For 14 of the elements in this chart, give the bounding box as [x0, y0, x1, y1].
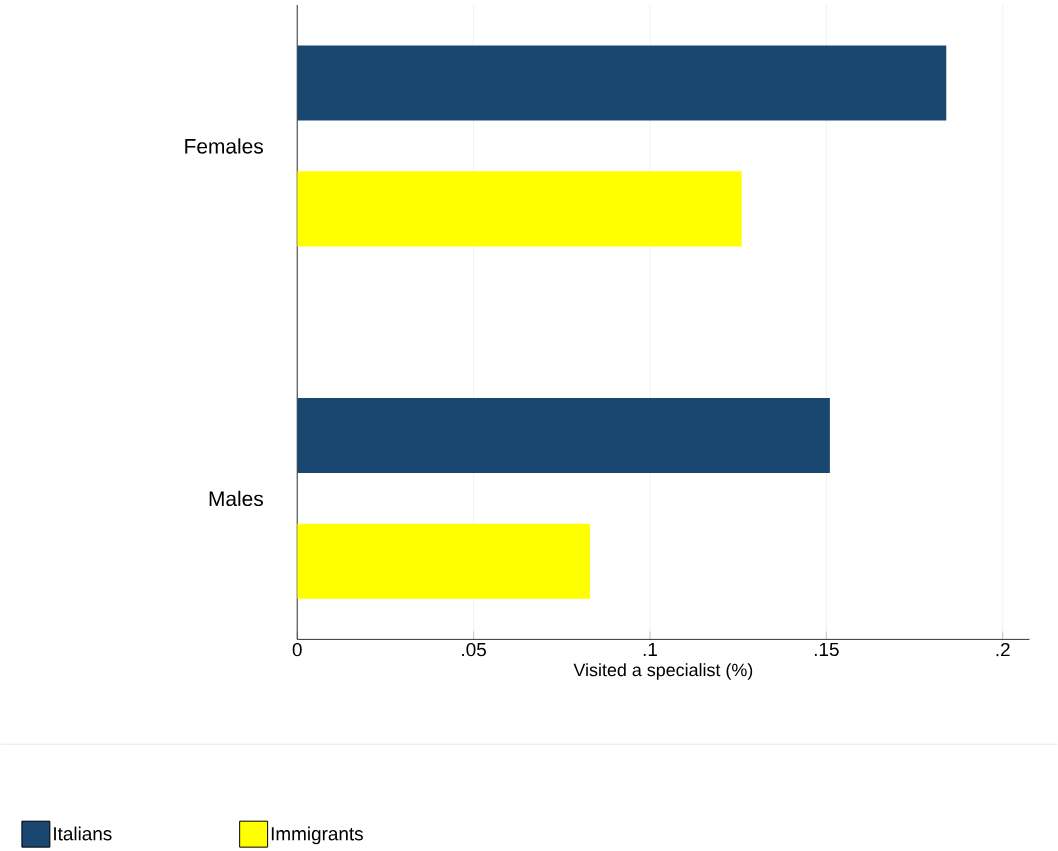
y-tick-label: Males	[209, 490, 263, 506]
bar	[297, 171, 742, 247]
legend-label: Immigrants	[271, 826, 363, 845]
y-tick-label: Females	[185, 138, 263, 154]
x-axis-title: Visited a specialist (%)	[573, 663, 753, 680]
x-tick-label: .1	[643, 642, 657, 656]
x-tick-label: .15	[814, 642, 839, 657]
x-tick-label: .2	[996, 642, 1010, 657]
x-tick-label: .05	[462, 642, 486, 657]
bar	[297, 45, 947, 121]
bar	[297, 397, 830, 473]
legend-label: Italians	[54, 826, 112, 841]
x-tick-label: 0	[292, 642, 302, 657]
bar	[297, 523, 590, 599]
